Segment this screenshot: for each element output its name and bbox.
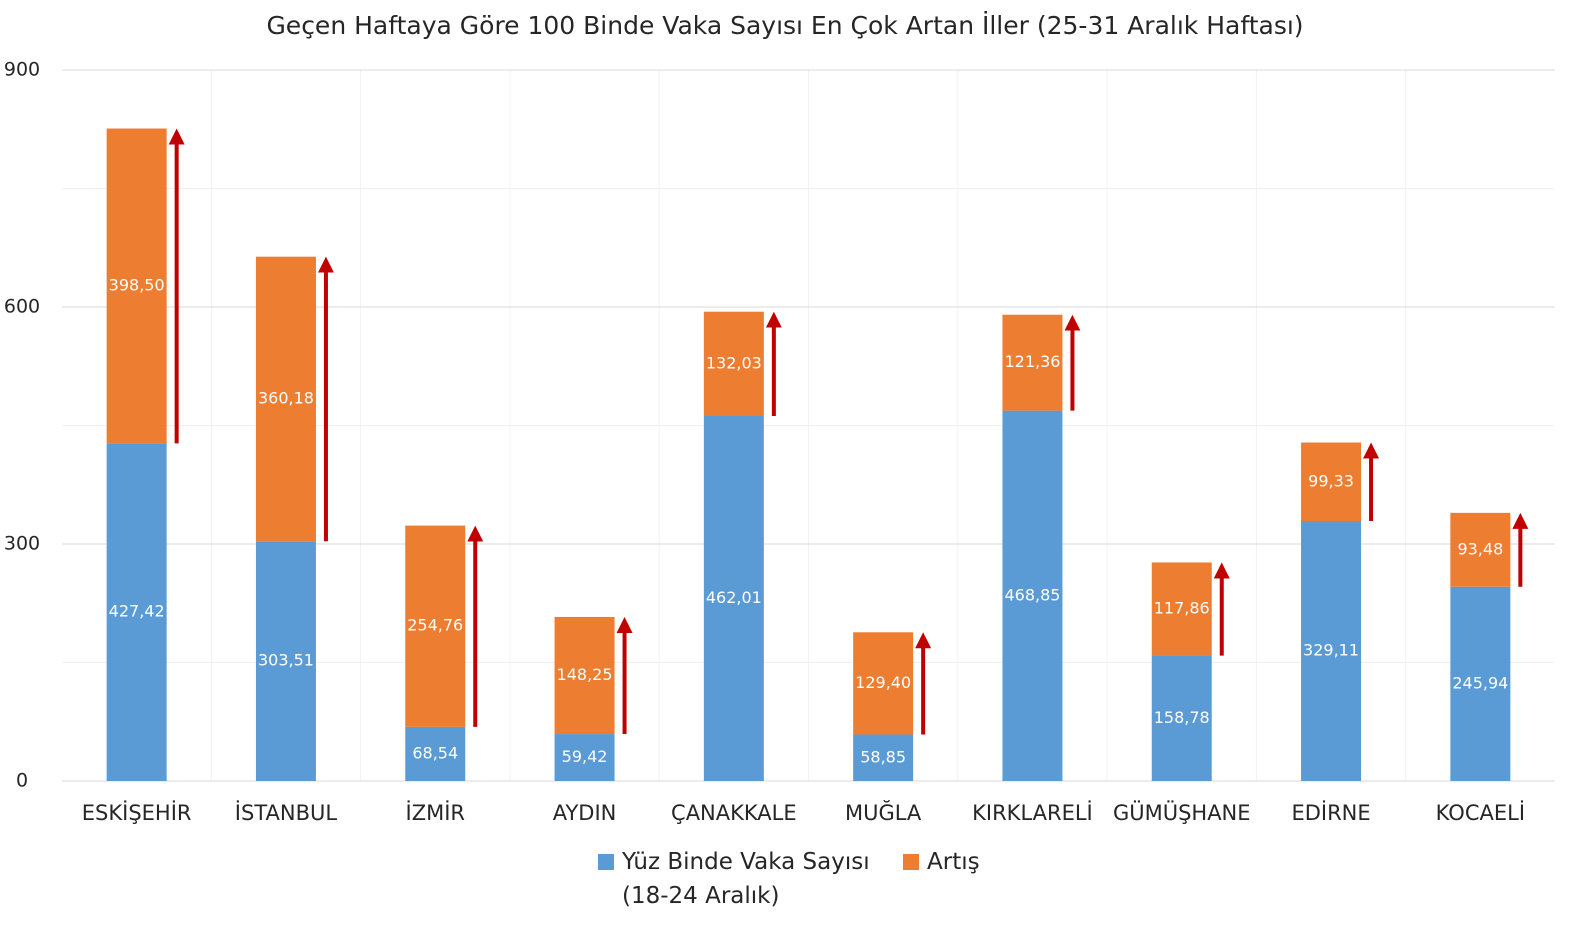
data-label: 158,78 <box>1154 708 1210 727</box>
data-label: 360,18 <box>258 388 314 407</box>
data-label: 398,50 <box>109 275 165 294</box>
x-tick-label: ESKİŞEHİR <box>82 800 192 825</box>
data-label: 329,11 <box>1303 641 1359 660</box>
data-label: 93,48 <box>1457 539 1503 558</box>
bar-segment <box>1301 521 1362 781</box>
x-tick-label: MUĞLA <box>845 800 922 825</box>
x-tick-label: İSTANBUL <box>235 800 338 825</box>
bar-segment <box>1002 410 1063 781</box>
bar-segment <box>255 541 316 781</box>
bar-segment <box>1151 562 1212 656</box>
legend-swatch <box>598 854 614 870</box>
legend-item: Artış <box>903 845 980 879</box>
bar-segment <box>1450 586 1511 781</box>
data-label: 148,25 <box>557 665 613 684</box>
data-label: 245,94 <box>1452 673 1508 692</box>
data-label: 129,40 <box>855 673 911 692</box>
legend-swatch <box>903 854 919 870</box>
bar-segment <box>554 616 615 735</box>
x-tick-label: EDİRNE <box>1291 800 1370 825</box>
y-tick-label: 300 <box>4 533 40 555</box>
legend-item: Yüz Binde Vaka Sayısı (18-24 Aralık) <box>598 845 887 913</box>
legend-label: Yüz Binde Vaka Sayısı (18-24 Aralık) <box>622 849 870 909</box>
data-label: 59,42 <box>562 747 608 766</box>
data-label: 462,01 <box>706 588 762 607</box>
data-label: 132,03 <box>706 353 762 372</box>
bar-segment <box>405 726 466 781</box>
legend-label: Artış <box>927 849 980 875</box>
y-tick-label: 600 <box>4 296 40 318</box>
x-tick-label: KOCAELİ <box>1436 800 1525 825</box>
bar-segment <box>853 734 914 781</box>
x-tick-label: AYDIN <box>553 801 617 825</box>
data-label: 468,85 <box>1004 585 1060 604</box>
bar-segment <box>853 632 914 735</box>
data-label: 99,33 <box>1308 471 1354 490</box>
data-label: 427,42 <box>109 602 165 621</box>
bar-segment <box>106 443 167 781</box>
data-label: 58,85 <box>860 747 906 766</box>
bar-segment <box>1002 314 1063 411</box>
x-tick-label: İZMİR <box>406 800 465 825</box>
bar-segment <box>1151 655 1212 781</box>
bar-segment <box>1450 512 1511 587</box>
x-tick-label: ÇANAKKALE <box>671 801 797 825</box>
data-label: 117,86 <box>1154 599 1210 618</box>
x-tick-label: GÜMÜŞHANE <box>1113 800 1251 825</box>
y-tick-label: 900 <box>4 59 40 81</box>
data-label: 254,76 <box>407 616 463 635</box>
data-label: 68,54 <box>412 743 458 762</box>
bar-segment <box>405 525 466 727</box>
chart-title: Geçen Haftaya Göre 100 Binde Vaka Sayısı… <box>266 11 1303 40</box>
bar-segment <box>1301 442 1362 522</box>
bar-segment <box>106 128 167 444</box>
bar-segment <box>703 311 764 417</box>
bar-segment <box>703 416 764 781</box>
x-tick-label: KIRKLARELİ <box>972 800 1093 825</box>
y-tick-label: 0 <box>16 770 28 792</box>
data-label: 121,36 <box>1004 352 1060 371</box>
bar-segment <box>554 734 615 781</box>
bar-segment <box>255 256 316 542</box>
data-label: 303,51 <box>258 651 314 670</box>
